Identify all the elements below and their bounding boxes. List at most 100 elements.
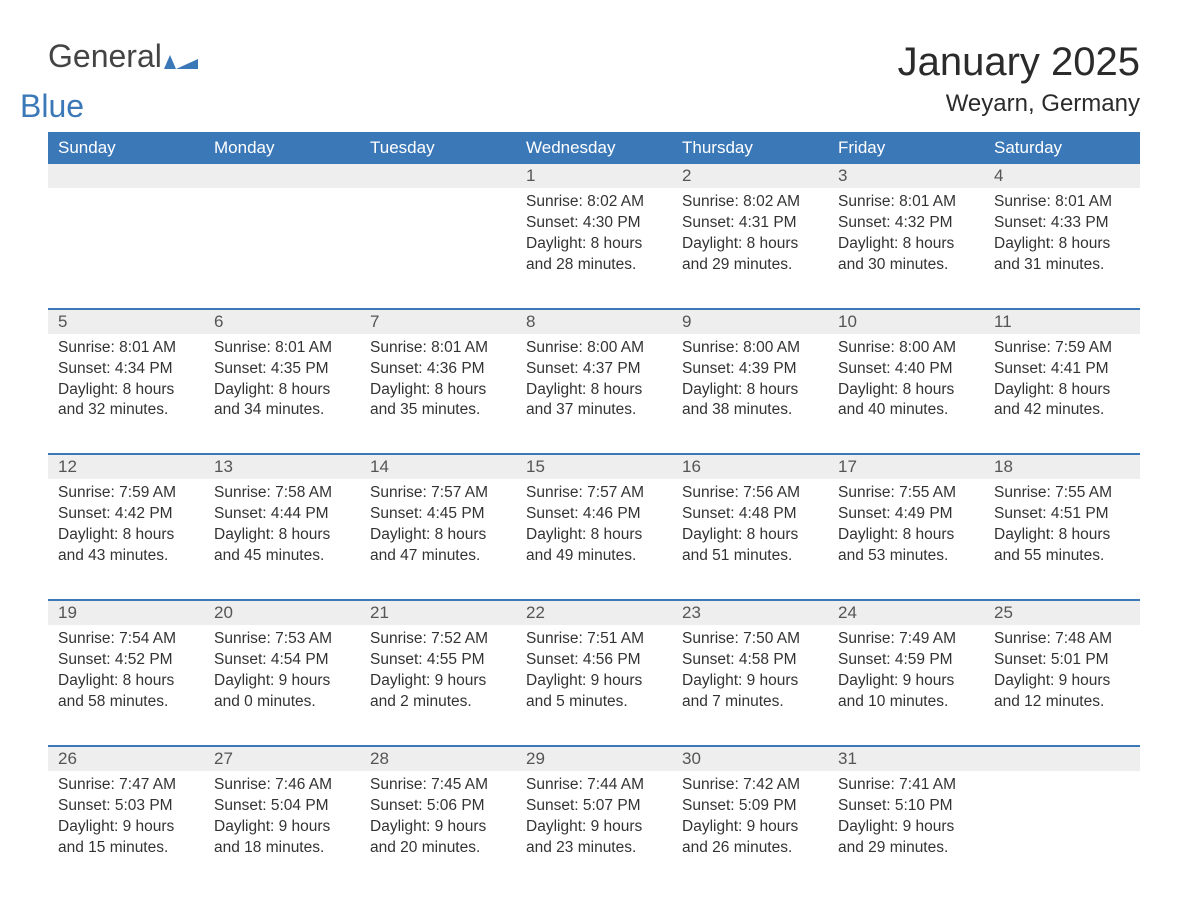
day-number: 18 [984,455,1140,479]
daylight-line: Daylight: 9 hours [526,817,662,838]
day-cell: 2Sunrise: 8:02 AMSunset: 4:31 PMDaylight… [672,164,828,284]
sunrise-line: Sunrise: 7:56 AM [682,483,818,504]
day-cell: 23Sunrise: 7:50 AMSunset: 4:58 PMDayligh… [672,601,828,721]
week-row: 26Sunrise: 7:47 AMSunset: 5:03 PMDayligh… [48,745,1140,867]
daylight-line: Daylight: 8 hours [214,380,350,401]
sunset-line: Sunset: 4:30 PM [526,213,662,234]
daylight-line: Daylight: 8 hours [682,234,818,255]
daylight-line: and 58 minutes. [58,692,194,713]
daylight-line: and 30 minutes. [838,255,974,276]
sunrise-line: Sunrise: 7:58 AM [214,483,350,504]
daylight-line: and 43 minutes. [58,546,194,567]
day-number [48,164,204,188]
sunrise-line: Sunrise: 7:48 AM [994,629,1130,650]
sunrise-line: Sunrise: 7:57 AM [370,483,506,504]
sunset-line: Sunset: 4:45 PM [370,504,506,525]
daylight-line: Daylight: 9 hours [214,817,350,838]
day-cell: 18Sunrise: 7:55 AMSunset: 4:51 PMDayligh… [984,455,1140,575]
sunrise-line: Sunrise: 7:49 AM [838,629,974,650]
weekday-cell: Wednesday [516,132,672,164]
daylight-line: Daylight: 8 hours [526,380,662,401]
daylight-line: and 5 minutes. [526,692,662,713]
sunrise-line: Sunrise: 8:00 AM [682,338,818,359]
daylight-line: Daylight: 8 hours [682,380,818,401]
sunrise-line: Sunrise: 7:52 AM [370,629,506,650]
flag-icon [164,51,198,73]
day-cell: 28Sunrise: 7:45 AMSunset: 5:06 PMDayligh… [360,747,516,867]
day-number: 1 [516,164,672,188]
weeks-container: 1 Sunrise: 8:02 AMSunset: 4:30 PM Daylight… [48,164,1140,866]
day-number: 19 [48,601,204,625]
daylight-line: and 29 minutes. [838,838,974,859]
day-cell [204,164,360,284]
sunset-line: Sunset: 4:56 PM [526,650,662,671]
daylight-line: and 12 minutes. [994,692,1130,713]
daylight-line: and 7 minutes. [682,692,818,713]
sunset-line: Sunset: 5:09 PM [682,796,818,817]
sunset-line: Sunset: 4:32 PM [838,213,974,234]
daylight-line: and 0 minutes. [214,692,350,713]
day-number [360,164,516,188]
day-number: 2 [672,164,828,188]
day-cell: 12Sunrise: 7:59 AMSunset: 4:42 PMDayligh… [48,455,204,575]
weekday-cell: Friday [828,132,984,164]
day-cell: 30Sunrise: 7:42 AMSunset: 5:09 PMDayligh… [672,747,828,867]
weekday-cell: Tuesday [360,132,516,164]
day-cell: 26Sunrise: 7:47 AMSunset: 5:03 PMDayligh… [48,747,204,867]
sunset-line: Sunset: 5:01 PM [994,650,1130,671]
daylight-line: Daylight: 8 hours [58,671,194,692]
sunrise-line: Sunrise: 8:01 AM [214,338,350,359]
day-number: 13 [204,455,360,479]
sunset-line: Sunset: 4:34 PM [58,359,194,380]
daylight-line: Daylight: 9 hours [214,671,350,692]
sunset-line: Sunset: 5:03 PM [58,796,194,817]
daylight-line: and 2 minutes. [370,692,506,713]
day-number: 28 [360,747,516,771]
sunrise-line: Sunrise: 7:41 AM [838,775,974,796]
day-cell: 6Sunrise: 8:01 AMSunset: 4:35 PMDaylight… [204,310,360,430]
daylight-line: and 31 minutes. [994,255,1130,276]
daylight-line: Daylight: 9 hours [838,671,974,692]
daylight-line: and 32 minutes. [58,400,194,421]
logo-word1: General [48,38,162,74]
sunrise-line: Sunrise: 8:02 AM [526,192,662,213]
daylight-line: and 38 minutes. [682,400,818,421]
daylight-line: and 23 minutes. [526,838,662,859]
day-cell: 25Sunrise: 7:48 AMSunset: 5:01 PMDayligh… [984,601,1140,721]
week-row: 5Sunrise: 8:01 AMSunset: 4:34 PMDaylight… [48,308,1140,430]
sunset-line: Sunset: 4:59 PM [838,650,974,671]
day-number: 27 [204,747,360,771]
day-cell: 16Sunrise: 7:56 AMSunset: 4:48 PMDayligh… [672,455,828,575]
day-number: 6 [204,310,360,334]
day-number: 8 [516,310,672,334]
day-cell: 17Sunrise: 7:55 AMSunset: 4:49 PMDayligh… [828,455,984,575]
day-number: 23 [672,601,828,625]
sunrise-line: Sunrise: 7:50 AM [682,629,818,650]
location: Weyarn, Germany [898,90,1140,118]
daylight-line: Daylight: 9 hours [370,817,506,838]
day-cell: 1Sunrise: 8:02 AMSunset: 4:30 PMDaylight… [516,164,672,284]
day-cell: 31Sunrise: 7:41 AMSunset: 5:10 PMDayligh… [828,747,984,867]
day-cell: 21Sunrise: 7:52 AMSunset: 4:55 PMDayligh… [360,601,516,721]
sunset-line: Sunset: 5:06 PM [370,796,506,817]
week-row: 12Sunrise: 7:59 AMSunset: 4:42 PMDayligh… [48,453,1140,575]
daylight-line: and 49 minutes. [526,546,662,567]
day-number: 30 [672,747,828,771]
weekday-header: SundayMondayTuesdayWednesdayThursdayFrid… [48,132,1140,164]
daylight-line: and 20 minutes. [370,838,506,859]
day-cell: 11Sunrise: 7:59 AMSunset: 4:41 PMDayligh… [984,310,1140,430]
day-cell: 13Sunrise: 7:58 AMSunset: 4:44 PMDayligh… [204,455,360,575]
daylight-line: and 47 minutes. [370,546,506,567]
sunset-line: Sunset: 4:42 PM [58,504,194,525]
sunrise-line: Sunrise: 7:59 AM [994,338,1130,359]
day-number: 29 [516,747,672,771]
sunset-line: Sunset: 4:55 PM [370,650,506,671]
daylight-line: Daylight: 9 hours [58,817,194,838]
daylight-line: and 18 minutes. [214,838,350,859]
sunrise-line: Sunrise: 8:00 AM [838,338,974,359]
day-cell: 29Sunrise: 7:44 AMSunset: 5:07 PMDayligh… [516,747,672,867]
month-title: January 2025 [898,40,1140,84]
title-block: January 2025 Weyarn, Germany [898,40,1140,118]
sunrise-line: Sunrise: 7:47 AM [58,775,194,796]
day-number: 20 [204,601,360,625]
